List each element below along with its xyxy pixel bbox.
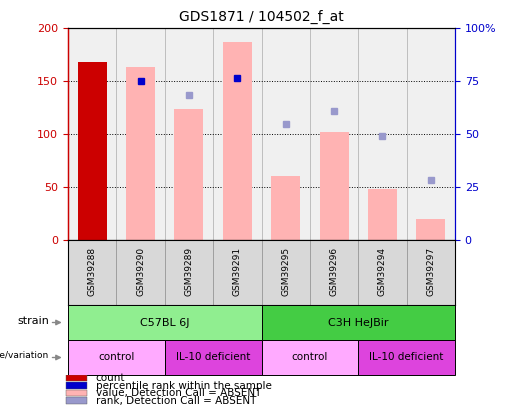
Text: GSM39289: GSM39289 bbox=[184, 247, 194, 296]
Text: rank, Detection Call = ABSENT: rank, Detection Call = ABSENT bbox=[96, 396, 256, 405]
Text: IL-10 deficient: IL-10 deficient bbox=[176, 352, 250, 362]
Text: IL-10 deficient: IL-10 deficient bbox=[369, 352, 444, 362]
Bar bbox=[262, 340, 358, 375]
Bar bbox=[271, 177, 300, 240]
Text: percentile rank within the sample: percentile rank within the sample bbox=[96, 381, 272, 391]
Text: GSM39297: GSM39297 bbox=[426, 247, 435, 296]
Bar bbox=[416, 219, 445, 240]
Text: control: control bbox=[291, 352, 328, 362]
Text: GSM39296: GSM39296 bbox=[330, 247, 338, 296]
Text: GSM39291: GSM39291 bbox=[233, 247, 242, 296]
Bar bbox=[175, 109, 203, 240]
Text: GSM39290: GSM39290 bbox=[136, 247, 145, 296]
Text: GSM39295: GSM39295 bbox=[281, 247, 290, 296]
Bar bbox=[66, 375, 87, 381]
Text: strain: strain bbox=[17, 316, 49, 326]
Text: count: count bbox=[96, 373, 125, 383]
Bar bbox=[319, 132, 349, 240]
Bar bbox=[165, 340, 262, 375]
Text: GSM39294: GSM39294 bbox=[378, 247, 387, 296]
Text: genotype/variation: genotype/variation bbox=[0, 351, 49, 360]
Bar bbox=[262, 305, 455, 340]
Bar bbox=[66, 390, 87, 396]
Text: GSM39288: GSM39288 bbox=[88, 247, 97, 296]
Text: value, Detection Call = ABSENT: value, Detection Call = ABSENT bbox=[96, 388, 261, 398]
Bar bbox=[68, 340, 165, 375]
Bar bbox=[368, 189, 397, 240]
Text: control: control bbox=[98, 352, 134, 362]
Title: GDS1871 / 104502_f_at: GDS1871 / 104502_f_at bbox=[179, 10, 344, 24]
Bar bbox=[223, 42, 252, 240]
Bar bbox=[126, 67, 155, 240]
Bar bbox=[78, 62, 107, 240]
Bar bbox=[66, 397, 87, 404]
Bar bbox=[68, 305, 262, 340]
Text: C57BL 6J: C57BL 6J bbox=[140, 318, 190, 328]
Bar bbox=[358, 340, 455, 375]
Text: C3H HeJBir: C3H HeJBir bbox=[328, 318, 388, 328]
Bar bbox=[66, 382, 87, 389]
